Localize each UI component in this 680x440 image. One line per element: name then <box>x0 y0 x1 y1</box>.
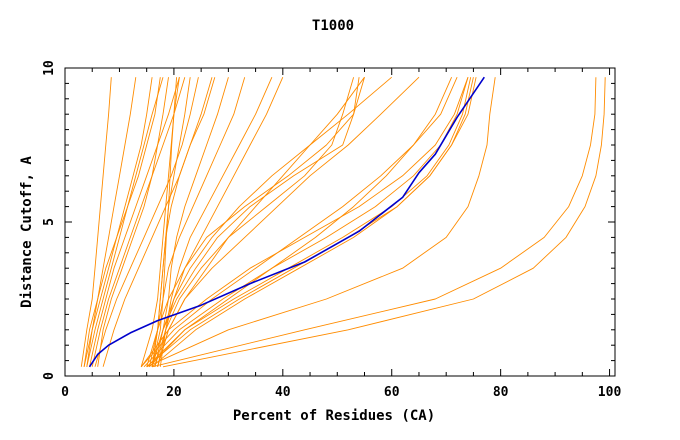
x-tick-label-80: 80 <box>493 385 509 400</box>
series-line-model-25 <box>140 77 458 368</box>
y-tick-label-5: 5 <box>42 218 57 226</box>
plot-frame <box>64 67 616 377</box>
chart-title: T1000 <box>312 18 354 34</box>
y-axis: 0 5 10 <box>42 60 615 380</box>
series-line-model-22 <box>154 77 355 367</box>
plot-lines <box>80 76 606 368</box>
x-tick-label-40: 40 <box>275 385 291 400</box>
x-tick-label-0: 0 <box>61 385 69 400</box>
series-line-model-34 <box>162 77 606 368</box>
series-line-model-08 <box>102 77 213 367</box>
series-line-model-09 <box>86 77 153 367</box>
series-line-model-05 <box>97 77 169 367</box>
series-line-model-10 <box>83 77 161 367</box>
series-line-model-04 <box>91 77 186 367</box>
series-line-model-24 <box>151 77 360 367</box>
series-line-model-16 <box>148 77 191 367</box>
y-tick-label-10: 10 <box>42 60 57 76</box>
x-tick-label-60: 60 <box>384 385 400 400</box>
series-line-model-06 <box>89 77 180 367</box>
x-axis: 0 20 40 60 80 100 <box>61 68 621 400</box>
series-line-model-02 <box>83 77 137 367</box>
series-line-model-26 <box>146 77 453 368</box>
series-line-model-17 <box>140 77 180 367</box>
series-line-model-27 <box>143 77 469 368</box>
series-line-model-28 <box>146 77 474 368</box>
y-tick-label-0: 0 <box>42 372 57 380</box>
series-line-model-03 <box>86 77 164 367</box>
x-tick-label-100: 100 <box>598 385 622 400</box>
series-line-model-07 <box>94 77 199 367</box>
series-line-model-31 <box>149 77 472 368</box>
x-axis-label: Percent of Residues (CA) <box>233 408 435 424</box>
series-line-model-01 <box>80 77 112 367</box>
series-line-model-12 <box>154 77 229 367</box>
series-line-model-30 <box>151 77 477 368</box>
series-line-model-29 <box>140 77 469 368</box>
series-line-T1000-highlight <box>88 76 485 368</box>
series-line-model-33 <box>151 77 597 368</box>
x-tick-label-20: 20 <box>166 385 182 400</box>
series-line-model-21 <box>157 76 420 367</box>
series-line-model-23 <box>146 77 365 367</box>
y-axis-label: Distance Cutoff, A <box>19 156 35 308</box>
series-line-model-18 <box>151 77 246 367</box>
series-line-model-32 <box>146 77 496 368</box>
